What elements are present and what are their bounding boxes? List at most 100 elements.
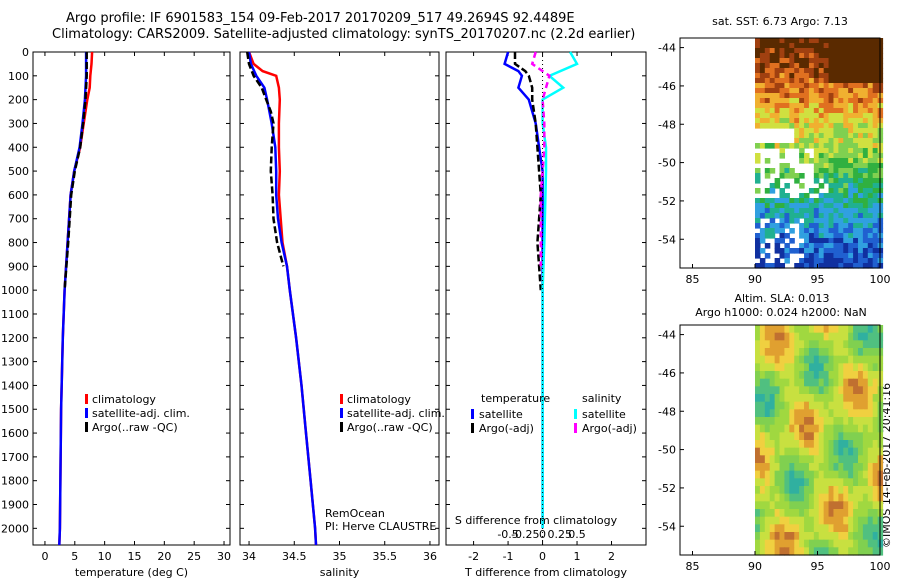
map-cell bbox=[784, 98, 790, 104]
legend-label: Argo(..raw -QC) bbox=[347, 421, 433, 434]
map-cell bbox=[804, 63, 810, 69]
map-cell bbox=[794, 133, 800, 139]
map-cell bbox=[755, 168, 761, 174]
map-cell bbox=[853, 417, 859, 426]
y-tick-label: 1400 bbox=[1, 379, 29, 392]
map-cell bbox=[813, 188, 820, 194]
map-cell bbox=[848, 208, 854, 214]
map-cell bbox=[818, 88, 825, 94]
map-cell bbox=[848, 158, 854, 164]
map-cell bbox=[764, 228, 771, 234]
map-cell bbox=[764, 355, 771, 364]
x-tick-label: 90 bbox=[748, 560, 762, 573]
map-cell bbox=[872, 340, 879, 349]
map-cell bbox=[764, 173, 771, 179]
x-tick-label: 35 bbox=[333, 550, 347, 563]
map-cell bbox=[799, 516, 805, 525]
map-cell bbox=[857, 478, 864, 487]
map-cell bbox=[853, 58, 859, 64]
map-cell bbox=[764, 38, 771, 44]
legend-header-salinity: salinity bbox=[582, 392, 622, 405]
y-tick-label: 600 bbox=[8, 189, 29, 202]
map-cell bbox=[764, 123, 771, 129]
map-cell bbox=[867, 103, 874, 109]
map-cell bbox=[774, 238, 781, 244]
map-cell bbox=[838, 203, 844, 209]
map-cell bbox=[862, 188, 869, 194]
map-cell bbox=[755, 98, 761, 104]
map-cell bbox=[804, 539, 810, 548]
series-line-argo-raw-qc- bbox=[63, 52, 88, 291]
map-cell bbox=[823, 493, 830, 502]
map-cell bbox=[872, 118, 879, 124]
map-cell bbox=[848, 78, 854, 84]
map-cell bbox=[828, 58, 835, 64]
map-cell bbox=[794, 424, 800, 433]
map-cell bbox=[838, 223, 844, 229]
map-cell bbox=[784, 248, 790, 254]
map-cell bbox=[764, 233, 771, 239]
map-cell bbox=[784, 78, 790, 84]
map-cell bbox=[813, 378, 820, 387]
map-cell bbox=[799, 440, 805, 449]
map-cell bbox=[838, 509, 844, 518]
map-cell bbox=[779, 113, 786, 119]
map-cell bbox=[759, 83, 766, 89]
map-cell bbox=[838, 228, 844, 234]
map-cell bbox=[808, 386, 815, 395]
map-cell bbox=[755, 394, 761, 403]
plot-frame bbox=[445, 51, 647, 546]
map-cell bbox=[769, 68, 776, 74]
map-cell bbox=[794, 470, 800, 479]
map-cell bbox=[833, 168, 839, 174]
map-cell bbox=[813, 238, 820, 244]
map-cell bbox=[808, 432, 815, 441]
x-tick-label: 1 bbox=[574, 550, 581, 563]
map-cell bbox=[833, 113, 839, 119]
map-cell bbox=[867, 143, 874, 149]
map-cell bbox=[804, 153, 810, 159]
y-tick-label: 700 bbox=[8, 213, 29, 226]
map-cell bbox=[784, 43, 790, 49]
map-cell bbox=[794, 63, 800, 69]
map-cell bbox=[823, 263, 830, 269]
map-cell bbox=[838, 148, 844, 154]
map-cell bbox=[853, 455, 859, 464]
map-cell bbox=[755, 409, 761, 418]
map-cell bbox=[867, 63, 874, 69]
map-cell bbox=[764, 478, 771, 487]
map-cell bbox=[823, 78, 830, 84]
map-cell bbox=[838, 478, 844, 487]
map-cell bbox=[833, 478, 839, 487]
map-cell bbox=[804, 128, 810, 134]
map-cell bbox=[823, 123, 830, 129]
map-cell bbox=[848, 153, 854, 159]
map-cell bbox=[789, 248, 795, 254]
map-cell bbox=[838, 178, 844, 184]
map-cell bbox=[804, 348, 810, 357]
map-cell bbox=[769, 332, 776, 341]
map-cell bbox=[862, 133, 869, 139]
map-cell bbox=[808, 138, 815, 144]
map-cell bbox=[818, 447, 825, 456]
map-cell bbox=[862, 463, 869, 472]
map-cell bbox=[862, 371, 869, 380]
map-cell bbox=[853, 158, 859, 164]
map-cell bbox=[862, 138, 869, 144]
map-cell bbox=[804, 143, 810, 149]
map-cell bbox=[759, 43, 766, 49]
map-cell bbox=[813, 417, 820, 426]
map-cell bbox=[813, 198, 820, 204]
map-cell bbox=[789, 38, 795, 44]
map-cell bbox=[843, 148, 849, 154]
map-cell bbox=[764, 263, 771, 269]
map-cell bbox=[774, 378, 781, 387]
map-cell bbox=[818, 340, 825, 349]
map-cell bbox=[784, 463, 790, 472]
map-cell bbox=[843, 153, 849, 159]
map-cell bbox=[794, 198, 800, 204]
map-cell bbox=[823, 371, 830, 380]
map-cell bbox=[828, 340, 835, 349]
map-cell bbox=[794, 218, 800, 224]
map-cell bbox=[755, 53, 761, 59]
